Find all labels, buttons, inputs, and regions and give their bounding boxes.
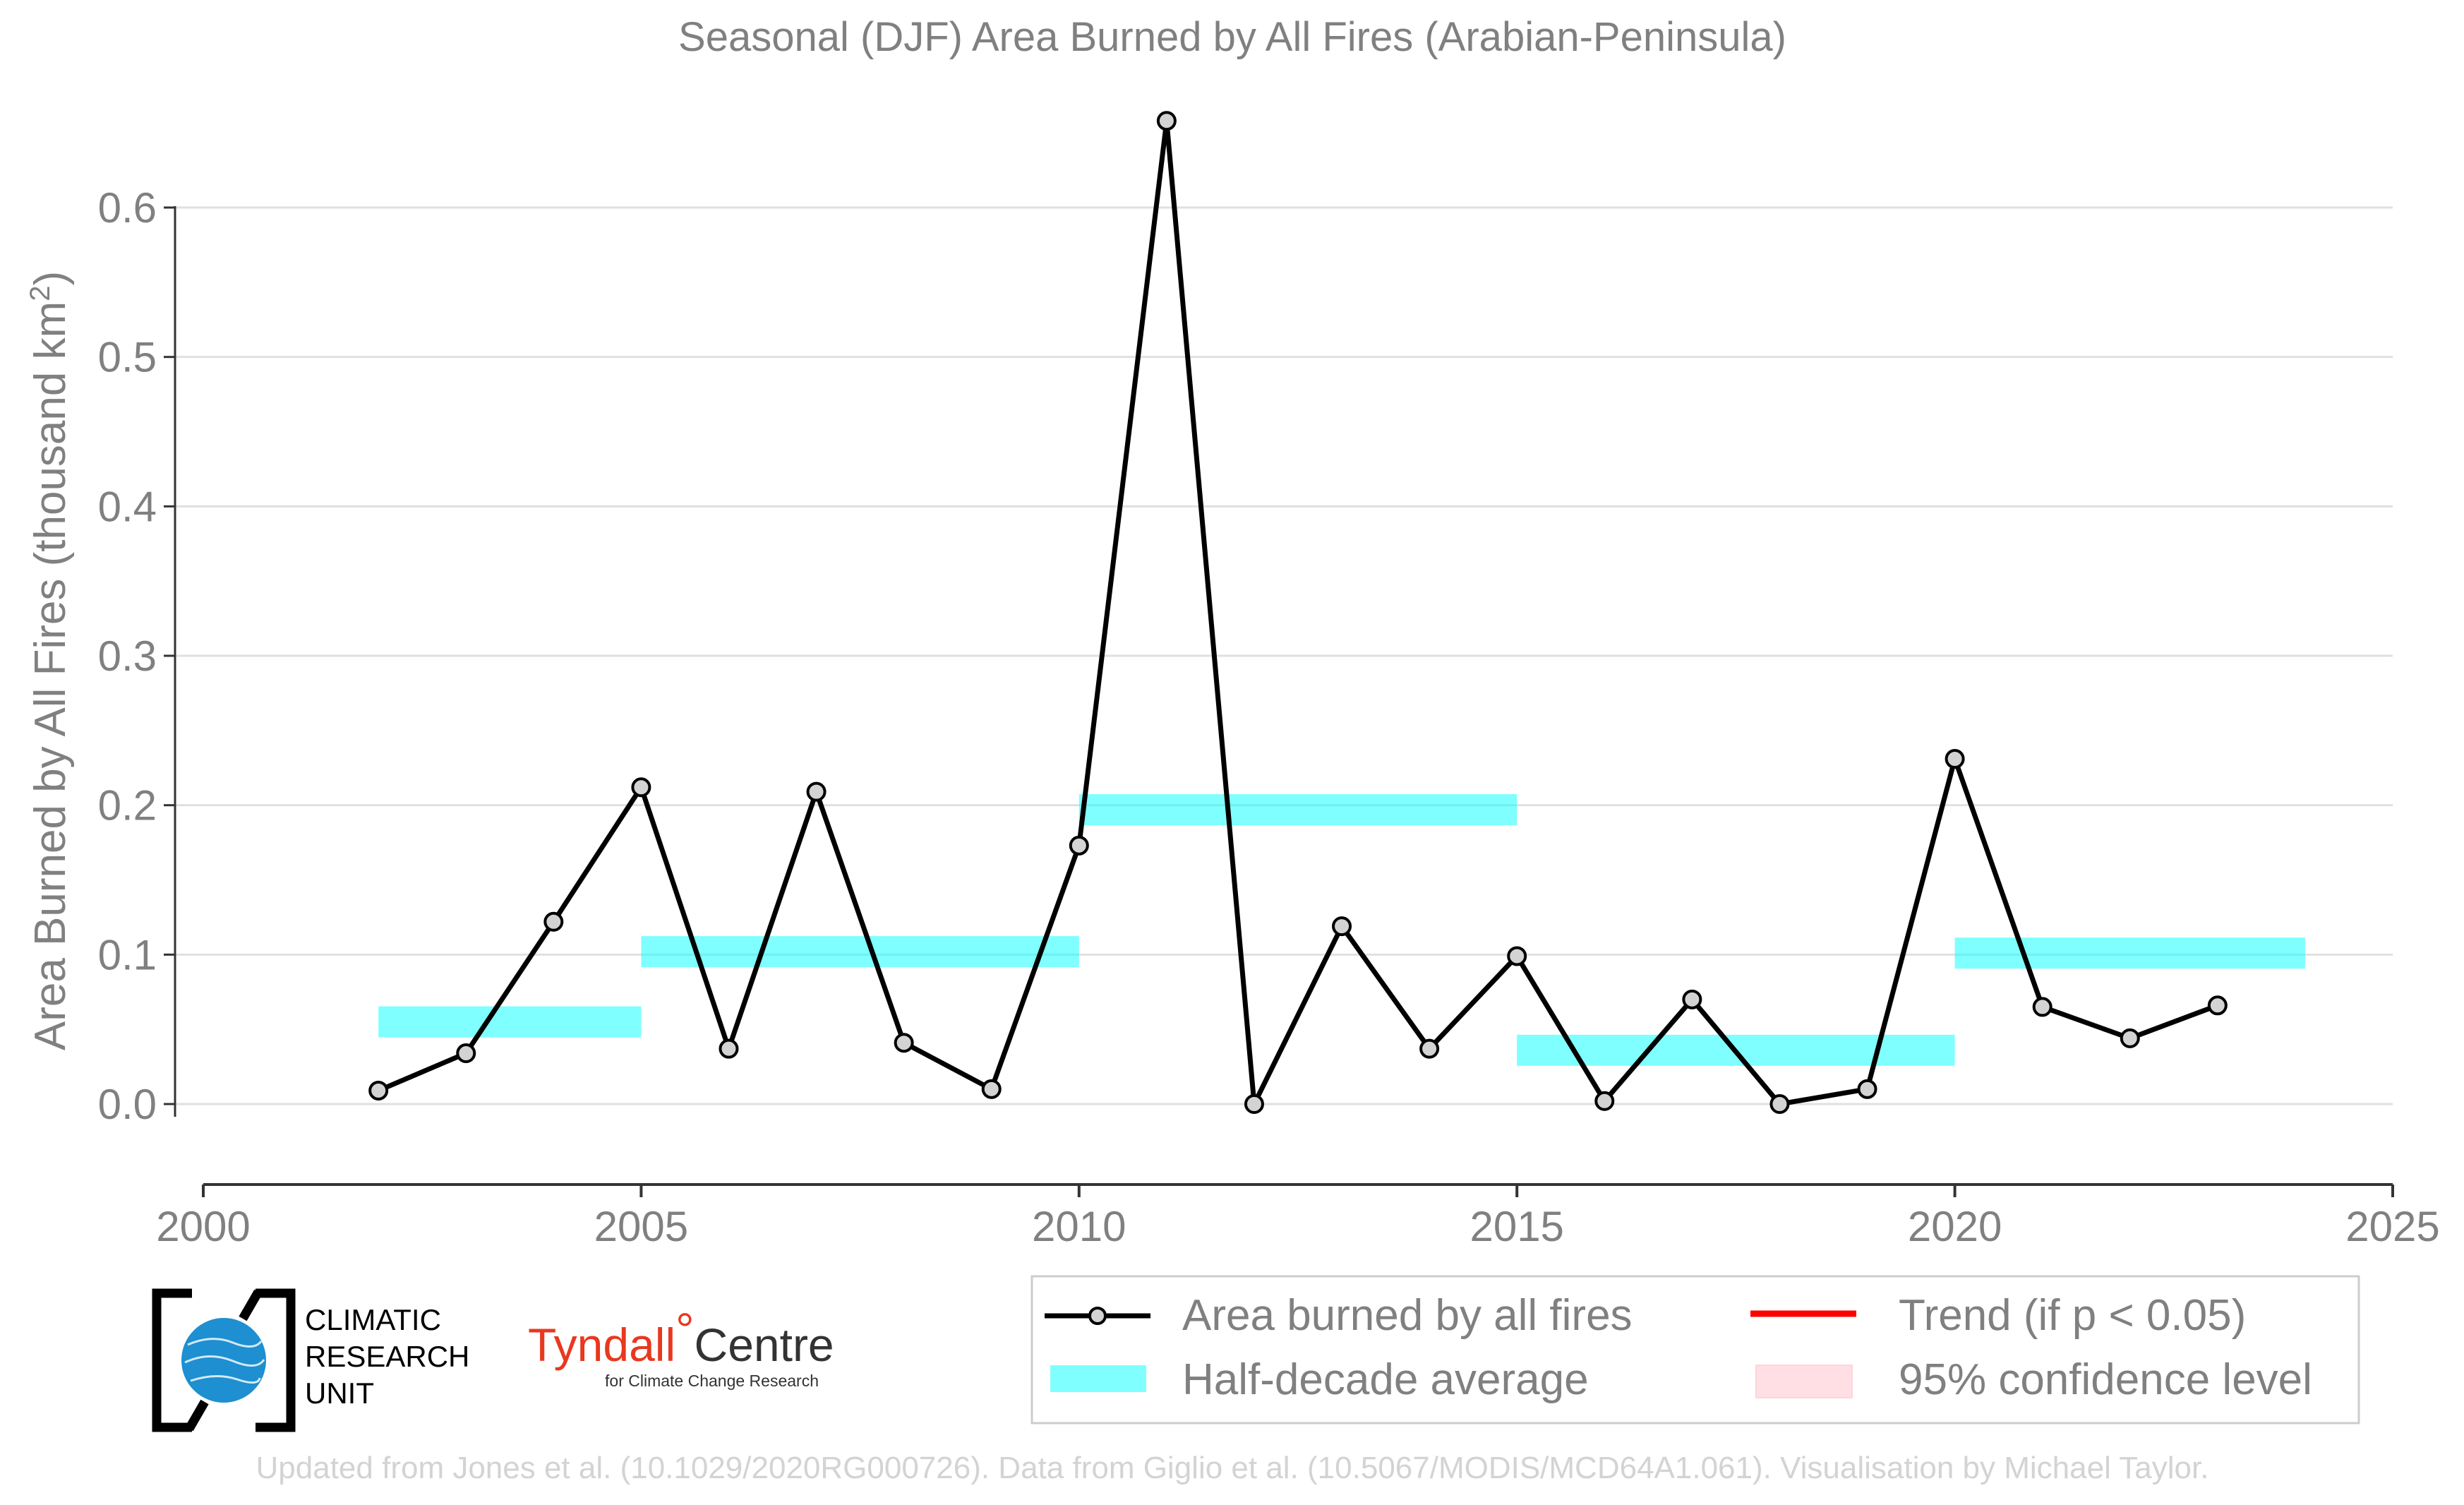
x-tick-label: 2015 <box>1470 1203 1563 1250</box>
data-point <box>2120 1028 2140 1048</box>
series-line <box>377 118 2219 1107</box>
y-tick-label: 0.3 <box>98 632 157 680</box>
y-axis-label: Area Burned by All Fires (thousand km2) <box>25 271 75 1050</box>
legend-label-trend: Trend (if p < 0.05) <box>1899 1291 2246 1340</box>
data-point <box>543 911 564 932</box>
data-point <box>631 777 651 798</box>
half-decade-band <box>378 1006 642 1038</box>
data-point <box>1594 1091 1615 1111</box>
half-decade-band <box>641 936 1079 968</box>
cru-logo-bracket-right <box>256 1288 296 1432</box>
legend-label-series: Area burned by all fires <box>1182 1291 1633 1340</box>
x-tick-label: 2020 <box>1908 1203 2002 1250</box>
data-point <box>1857 1079 1877 1099</box>
cru-logo-line-1: CLIMATIC <box>305 1303 441 1336</box>
x-tick-label: 2000 <box>156 1203 250 1250</box>
data-point <box>456 1043 476 1064</box>
chart-title: Seasonal (DJF) Area Burned by All Fires … <box>678 14 1786 60</box>
y-axis-label-superscript: 2 <box>25 286 56 301</box>
data-point <box>1332 916 1352 937</box>
y-tick-label: 0.1 <box>98 931 157 978</box>
legend: Area burned by all fires Trend (if p < 0… <box>1030 1275 2360 1425</box>
cru-globe-lines <box>184 1338 265 1384</box>
data-point <box>1069 835 1089 856</box>
y-tick-label: 0.2 <box>98 782 157 829</box>
y-axis-label-close: ) <box>26 271 75 286</box>
data-point <box>1507 946 1527 966</box>
tyndall-logo: Tyndall°Centre for Climate Change Resear… <box>528 1303 834 1390</box>
x-tick-label: 2010 <box>1032 1203 1126 1250</box>
cru-logo: CLIMATIC RESEARCH UNIT <box>152 1288 469 1432</box>
x-tick-label: 2025 <box>2345 1203 2439 1250</box>
data-point <box>368 1080 389 1101</box>
tyndall-logo-centre: Centre <box>695 1319 834 1371</box>
series-area-burned <box>368 111 2228 1114</box>
data-point <box>2032 997 2053 1017</box>
legend-swatch-series-marker <box>1088 1307 1107 1325</box>
tyndall-logo-title: Tyndall°Centre <box>528 1303 834 1371</box>
data-point <box>806 781 827 802</box>
tyndall-logo-name: Tyndall <box>528 1319 675 1371</box>
data-point <box>894 1033 914 1053</box>
gridlines <box>175 206 2393 1105</box>
x-tick-label: 2005 <box>594 1203 688 1250</box>
cru-logo-bracket-left <box>152 1288 192 1432</box>
y-tick-label: 0.0 <box>98 1081 157 1128</box>
data-point <box>981 1079 1002 1099</box>
data-point <box>1244 1094 1264 1114</box>
credit-line: Updated from Jones et al. (10.1029/2020R… <box>256 1451 2209 1485</box>
tyndall-logo-subtitle: for Climate Change Research <box>605 1372 819 1390</box>
cru-logo-line-3: UNIT <box>305 1377 374 1410</box>
cru-logo-slash-bottom <box>185 1399 209 1432</box>
legend-label-half-decade: Half-decade average <box>1182 1355 1589 1404</box>
half-decade-band <box>1954 937 2305 969</box>
data-point <box>1419 1038 1440 1059</box>
axes: 0.0 0.1 0.2 0.3 0.4 0.5 0.6 2000 2005 2010 2015 202… <box>98 184 2440 1250</box>
y-axis-label-main: Area Burned by All Fires (thousand km <box>26 301 75 1050</box>
tyndall-logo-degree: ° <box>675 1303 694 1355</box>
y-tick-label: 0.6 <box>98 184 157 232</box>
data-point <box>2207 995 2228 1016</box>
data-point <box>719 1038 739 1059</box>
legend-swatch-confidence <box>1755 1365 1853 1398</box>
y-tick-label: 0.4 <box>98 483 157 530</box>
legend-label-confidence: 95% confidence level <box>1899 1355 2312 1404</box>
cru-logo-line-2: RESEARCH <box>305 1340 469 1373</box>
cru-logo-slash-top <box>239 1289 263 1321</box>
data-point <box>1769 1094 1790 1114</box>
legend-box <box>1030 1275 2360 1425</box>
legend-swatch-half-decade <box>1050 1365 1146 1392</box>
half-decade-band <box>1078 794 1518 826</box>
data-point <box>1156 111 1177 131</box>
y-tick-label: 0.5 <box>98 334 157 381</box>
data-point <box>1682 989 1702 1009</box>
cru-globe-icon <box>181 1318 266 1403</box>
data-point <box>1945 749 1965 769</box>
